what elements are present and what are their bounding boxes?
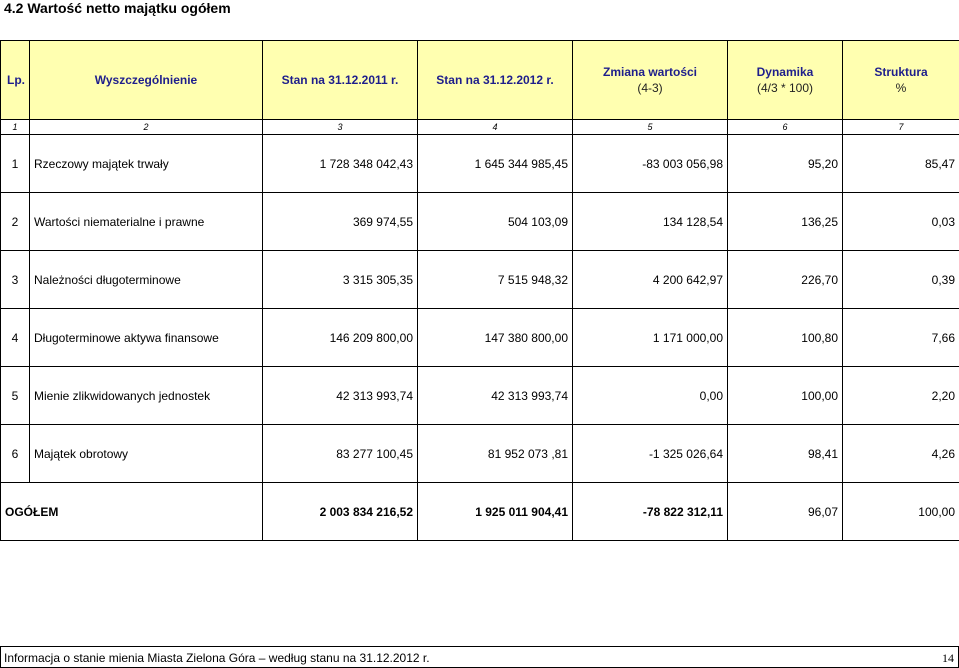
row-state-2011: 1 728 348 042,43 xyxy=(262,134,418,193)
row-dynamics: 100,00 xyxy=(727,366,843,425)
row-description: Długoterminowe aktywa finansowe xyxy=(29,308,263,367)
total-dynamics: 96,07 xyxy=(727,482,843,541)
row-change: 1 171 000,00 xyxy=(572,308,728,367)
row-structure: 0,03 xyxy=(842,192,959,251)
row-state-2011: 146 209 800,00 xyxy=(262,308,418,367)
table-row: 2 Wartości niematerialne i prawne 369 97… xyxy=(0,192,959,251)
row-structure: 7,66 xyxy=(842,308,959,367)
table-row: 5 Mienie zlikwidowanych jednostek 42 313… xyxy=(0,366,959,425)
row-lp: 5 xyxy=(0,366,30,425)
row-description: Rzeczowy majątek trwały xyxy=(29,134,263,193)
column-number-row: 1 2 3 4 5 6 7 xyxy=(0,119,959,135)
row-state-2012: 42 313 993,74 xyxy=(417,366,573,425)
row-structure: 85,47 xyxy=(842,134,959,193)
row-structure: 0,39 xyxy=(842,250,959,309)
asset-value-table: Lp. Wyszczególnienie Stan na 31.12.2011 … xyxy=(0,40,959,541)
footer-text: Informacja o stanie mienia Miasta Zielon… xyxy=(4,651,430,665)
total-row: OGÓŁEM 2 003 834 216,52 1 925 011 904,41… xyxy=(0,482,959,541)
row-lp: 6 xyxy=(0,424,30,483)
header-value-change: Zmiana wartości (4-3) xyxy=(572,40,728,120)
header-state-2011: Stan na 31.12.2011 r. xyxy=(262,40,418,120)
table-row: 1 Rzeczowy majątek trwały 1 728 348 042,… xyxy=(0,134,959,193)
column-number: 3 xyxy=(262,119,418,135)
total-change: -78 822 312,11 xyxy=(572,482,728,541)
row-state-2012: 504 103,09 xyxy=(417,192,573,251)
row-lp: 1 xyxy=(0,134,30,193)
total-label: OGÓŁEM xyxy=(0,482,263,541)
column-number: 5 xyxy=(572,119,728,135)
row-description: Należności długoterminowe xyxy=(29,250,263,309)
row-description: Mienie zlikwidowanych jednostek xyxy=(29,366,263,425)
row-change: 134 128,54 xyxy=(572,192,728,251)
table-row: 4 Długoterminowe aktywa finansowe 146 20… xyxy=(0,308,959,367)
row-state-2011: 83 277 100,45 xyxy=(262,424,418,483)
row-lp: 2 xyxy=(0,192,30,251)
row-state-2012: 81 952 073 ,81 xyxy=(417,424,573,483)
row-state-2012: 147 380 800,00 xyxy=(417,308,573,367)
header-state-2012: Stan na 31.12.2012 r. xyxy=(417,40,573,120)
row-state-2011: 42 313 993,74 xyxy=(262,366,418,425)
table-row: 3 Należności długoterminowe 3 315 305,35… xyxy=(0,250,959,309)
row-description: Majątek obrotowy xyxy=(29,424,263,483)
row-dynamics: 100,80 xyxy=(727,308,843,367)
row-lp: 3 xyxy=(0,250,30,309)
row-state-2011: 3 315 305,35 xyxy=(262,250,418,309)
row-dynamics: 98,41 xyxy=(727,424,843,483)
row-structure: 2,20 xyxy=(842,366,959,425)
row-change: 0,00 xyxy=(572,366,728,425)
page-footer: Informacja o stanie mienia Miasta Zielon… xyxy=(0,646,959,668)
row-state-2012: 7 515 948,32 xyxy=(417,250,573,309)
row-lp: 4 xyxy=(0,308,30,367)
row-change: -1 325 026,64 xyxy=(572,424,728,483)
total-state-2012: 1 925 011 904,41 xyxy=(417,482,573,541)
row-change: 4 200 642,97 xyxy=(572,250,728,309)
column-number: 2 xyxy=(29,119,263,135)
row-dynamics: 226,70 xyxy=(727,250,843,309)
column-number: 6 xyxy=(727,119,843,135)
total-structure: 100,00 xyxy=(842,482,959,541)
column-number: 1 xyxy=(0,119,30,135)
column-number: 4 xyxy=(417,119,573,135)
header-description: Wyszczególnienie xyxy=(29,40,263,120)
row-description: Wartości niematerialne i prawne xyxy=(29,192,263,251)
section-title: 4.2 Wartość netto majątku ogółem xyxy=(4,0,231,16)
header-row: Lp. Wyszczególnienie Stan na 31.12.2011 … xyxy=(0,40,959,120)
row-state-2012: 1 645 344 985,45 xyxy=(417,134,573,193)
header-dynamics: Dynamika (4/3 * 100) xyxy=(727,40,843,120)
header-structure: Struktura% xyxy=(842,40,959,120)
table-row: 6 Majątek obrotowy 83 277 100,45 81 952 … xyxy=(0,424,959,483)
page-number: 14 xyxy=(942,651,954,665)
row-dynamics: 95,20 xyxy=(727,134,843,193)
row-state-2011: 369 974,55 xyxy=(262,192,418,251)
total-state-2011: 2 003 834 216,52 xyxy=(262,482,418,541)
row-structure: 4,26 xyxy=(842,424,959,483)
header-lp: Lp. xyxy=(0,40,30,120)
column-number: 7 xyxy=(842,119,959,135)
row-dynamics: 136,25 xyxy=(727,192,843,251)
row-change: -83 003 056,98 xyxy=(572,134,728,193)
